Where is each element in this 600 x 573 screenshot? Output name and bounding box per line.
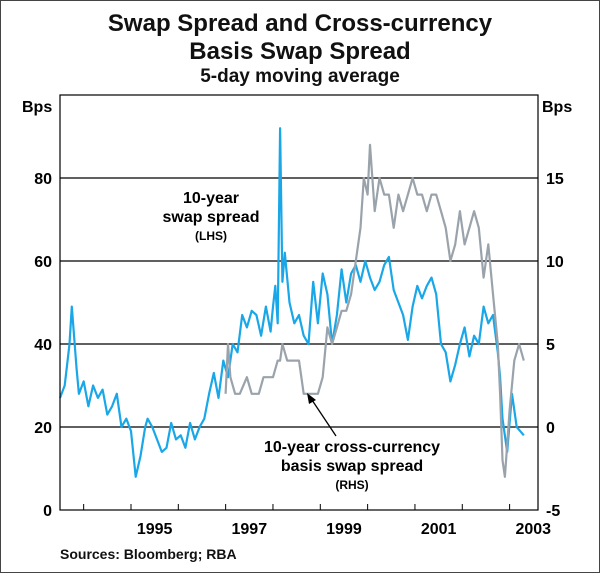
chart-subtitle: 5-day moving average	[200, 66, 400, 87]
left-tick-label: 80	[34, 171, 52, 188]
series-line-cross-currency-basis	[224, 143, 525, 478]
chart-title-line-1: Swap Spread and Cross-currency	[107, 10, 493, 37]
x-tick-label: 1995	[137, 521, 173, 538]
left-tick-label: 40	[34, 337, 52, 354]
rhs-series-annotation-line-1: 10-year cross-currency	[264, 439, 440, 456]
x-tick-label: 1999	[326, 521, 362, 538]
series-line-swap-spread	[58, 127, 525, 478]
rhs-series-annotation-line-2: basis swap spread	[281, 458, 423, 475]
right-axis-label: Bps	[542, 99, 572, 116]
plot-area-border	[59, 94, 539, 511]
left-tick-label: 20	[34, 420, 52, 437]
right-tick-label: 5	[546, 337, 555, 354]
left-tick-label: 0	[43, 503, 52, 520]
lhs-series-annotation-line-2: swap spread	[163, 209, 260, 226]
annotation-arrow-line	[311, 399, 337, 437]
x-tick-label: 2001	[421, 521, 457, 538]
lhs-series-annotation-line-1: 10-year	[183, 190, 239, 207]
x-tick-label: 1997	[232, 521, 268, 538]
annotation-arrow-head	[307, 393, 316, 404]
grid-layer	[60, 177, 538, 428]
right-tick-label: 10	[546, 254, 564, 271]
rhs-series-annotation-line-3: (RHS)	[335, 478, 368, 492]
left-tick-label: 60	[34, 254, 52, 271]
right-tick-label: 0	[546, 420, 555, 437]
series-layer	[58, 127, 525, 478]
left-axis-label: Bps	[22, 99, 52, 116]
axis-layer: 0 20 40 60 80 -5 0 5 10 15 1995 1997 1999 2001 2003	[34, 171, 564, 538]
chart-title-line-2: Basis Swap Spread	[189, 38, 411, 65]
right-tick-label: 15	[546, 171, 564, 188]
x-tick-label: 2003	[515, 521, 551, 538]
lhs-series-annotation-line-3: (LHS)	[195, 229, 227, 243]
source-note: Sources: Bloomberg; RBA	[60, 546, 237, 562]
right-tick-label: -5	[546, 503, 560, 520]
